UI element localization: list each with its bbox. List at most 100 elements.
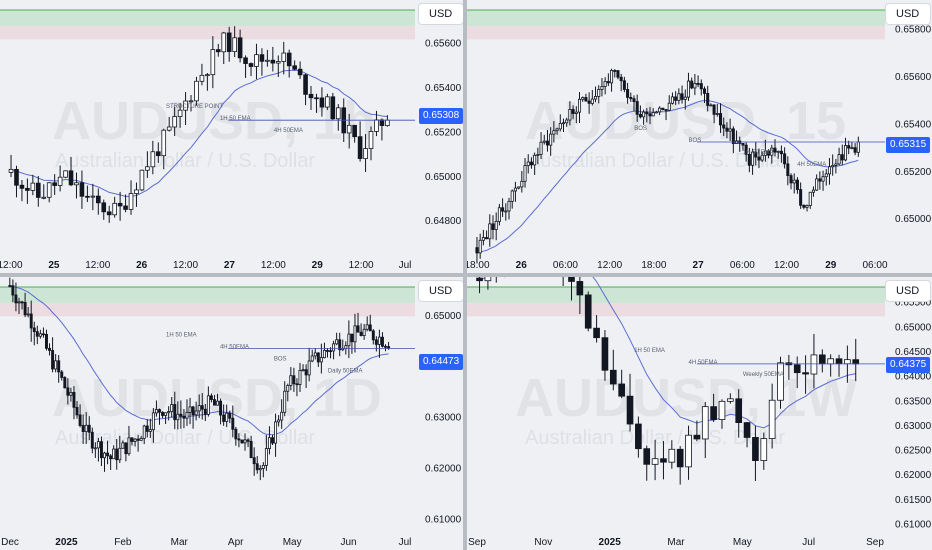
bull-candle [112,448,116,460]
chart-canvas[interactable]: STRUCTURE POINT 1H 50 EMA 4H 50EMA 0.65600 0… [0,0,463,273]
bull-candle [353,325,357,343]
bear-candle [735,398,743,424]
bear-candle [626,89,630,98]
bear-candle [359,331,363,336]
bear-candle [731,128,735,144]
bear-candle [228,412,232,419]
bear-candle [371,330,375,341]
bull-candle [93,447,97,450]
bear-candle [661,107,665,110]
y-axis-tick-label: 0.65000 [895,214,932,225]
bear-candle [136,438,140,441]
bear-candle [741,142,745,146]
watermark-name: Australian Dollar / U.S. Dollar [525,427,786,449]
bear-candle [584,97,588,102]
bull-candle [843,145,848,161]
bear-candle [259,54,265,62]
bear-candle [601,337,609,371]
bull-candle [549,133,553,146]
x-axis-tick-label: Dec [1,537,19,548]
bull-candle [513,187,517,192]
bear-candle [606,81,610,84]
chart-canvas[interactable]: BOS BOS 1H 50 EMA 4H 50EMA 0.65800 0.65600 0.6… [467,0,932,273]
current-price-tag: 0.64473 [419,354,463,370]
chart-panel-15m[interactable]: AUDUSD, 15 Australian Dollar / U.S. Doll… [467,0,932,273]
bear-candle [78,414,82,426]
bear-candle [786,163,790,176]
chart-annotation: 4H 50EMA [220,344,249,350]
x-axis-tick-label: May [283,537,302,548]
bear-candle [835,358,843,365]
bull-candle [90,195,96,198]
x-axis-tick-label: 25 [48,260,60,271]
y-axis-tick-label: 0.63500 [895,396,932,407]
bear-candle [173,404,177,421]
bull-candle [265,59,270,62]
bull-candle [677,93,681,101]
bear-candle [757,156,761,161]
x-axis-tick-label: Jul [399,260,412,271]
bull-candle [221,32,227,53]
bear-candle [240,439,244,444]
bull-candle [145,166,150,171]
chart-canvas[interactable]: 1H 50 EMA 4H 50EMA BOS Daily 50EMA 0.65000 0.… [0,277,463,550]
bull-candle [46,182,52,198]
bull-candle [177,109,183,117]
bull-candle [232,37,237,52]
bull-candle [197,405,201,412]
bull-candle [103,452,106,459]
chart-panel-daily[interactable]: AUDUSD, 1D Australian Dollar / U.S. Doll… [0,277,463,550]
bull-candle [69,391,73,396]
currency-button[interactable]: USD [885,3,931,25]
bull-candle [658,107,662,113]
bear-candle [29,313,33,329]
x-axis-tick-label: 12:00 [261,260,286,271]
bull-candle [325,96,330,108]
bear-candle [63,377,67,389]
y-axis-tick-label: 0.63000 [425,413,462,424]
bear-candle [130,437,134,442]
bear-candle [286,52,292,67]
bear-candle [743,422,751,438]
x-axis-tick-label: Jul [399,537,412,548]
chart-panel-1h[interactable]: AUDUSD, 1h Australian Dollar / U.S. Doll… [0,0,463,273]
bull-candle [827,358,834,365]
bull-candle [374,119,379,132]
bear-candle [124,442,128,455]
bear-candle [314,97,319,100]
bear-candle [802,372,809,375]
currency-button[interactable]: USD [418,280,463,302]
bear-candle [297,68,303,76]
bear-candle [179,413,183,417]
currency-button[interactable]: USD [885,280,931,302]
x-axis-tick-label: 12:00 [597,260,622,271]
chart-panel-weekly[interactable]: AUDUSD, 1W Australian Dollar / U.S. Doll… [467,277,932,550]
bear-candle [99,441,103,459]
chart-annotation: BOS [634,126,647,132]
bull-candle [805,205,809,208]
bear-candle [368,324,372,332]
bear-candle [316,352,320,363]
x-axis-tick-label: 27 [224,260,236,271]
bull-candle [523,165,527,182]
x-axis-tick-label: 06:00 [730,260,755,271]
currency-button[interactable]: USD [418,3,463,25]
y-axis-tick-label: 0.65000 [425,172,462,183]
bear-candle [767,150,771,156]
bull-candle [281,52,287,62]
bull-candle [365,324,369,330]
chart-annotation: 4H 50EMA [797,162,826,168]
bull-candle [760,154,764,161]
bear-candle [338,339,342,351]
chart-canvas[interactable]: 1H 50 EMA 4H 50EMA Weekly 50EMA 0.65500 0.65… [467,277,932,550]
x-axis-tick-label: Apr [228,537,244,548]
x-axis-tick-label: 18:00 [467,260,490,271]
bear-candle [722,124,726,129]
chart-annotation: 4H 50EMA [689,360,718,366]
bear-candle [52,182,57,186]
bull-candle [17,301,21,304]
bear-candle [852,359,860,365]
bear-candle [295,383,299,386]
bear-candle [618,383,625,397]
bear-candle [635,423,642,450]
